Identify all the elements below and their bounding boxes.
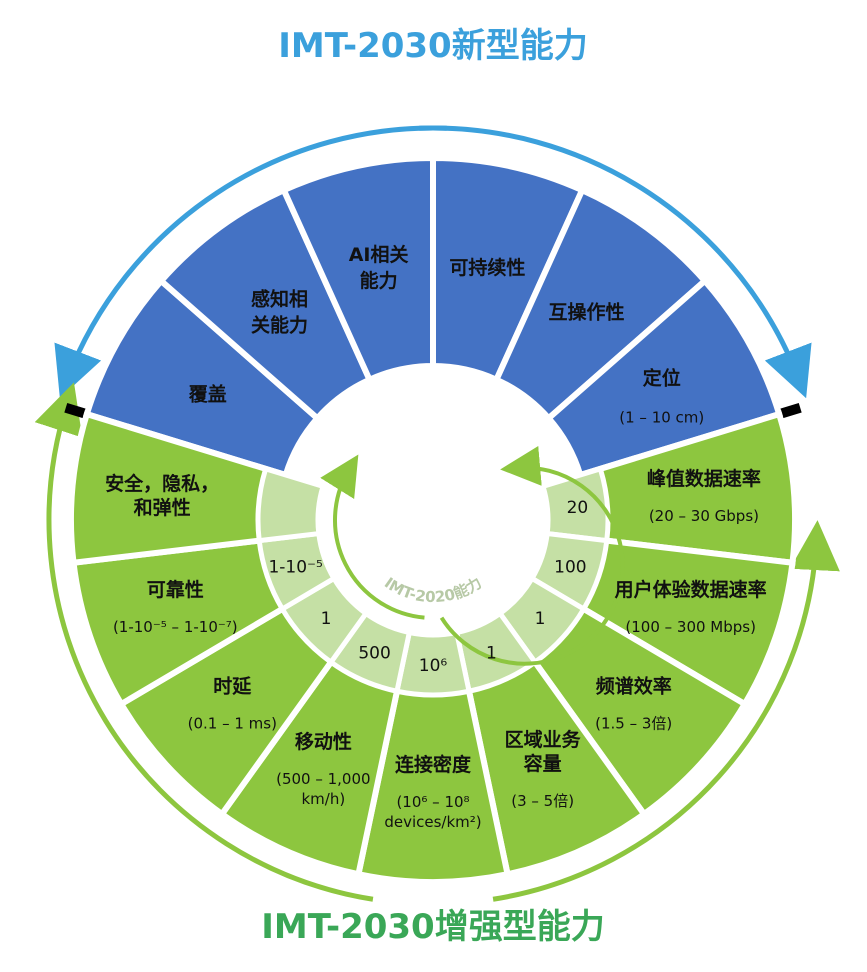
imt2020-value: 1 <box>535 609 546 629</box>
imt2020-value: 100 <box>554 557 586 577</box>
enhanced-capability-label: 频谱效率 <box>596 675 672 698</box>
new-capability-label: 可持续性 <box>449 256 525 279</box>
bottom-arrow-left <box>34 382 374 902</box>
enhanced-capability-value: (1.5 – 3倍) <box>595 715 672 733</box>
enhanced-capability-value: (100 – 300 Mbps) <box>625 618 756 636</box>
enhanced-capability-value: (10⁶ – 10⁸ devices/km²) <box>384 793 481 831</box>
enhanced-capability-label: 峰值数据速率 <box>647 467 761 490</box>
enhanced-capability-label: 区域业务容量 <box>505 728 582 775</box>
enhanced-capability-value: (20 – 30 Gbps) <box>649 507 759 525</box>
enhanced-capability-label: 连接密度 <box>395 753 472 776</box>
enhanced-capability-label: 可靠性 <box>147 578 204 601</box>
new-capability-label: 覆盖 <box>188 382 227 405</box>
top-arrow-right <box>419 125 812 399</box>
new-capability-label: 感知相关能力 <box>251 288 308 337</box>
imt2020-value: 500 <box>358 644 390 664</box>
top-title: IMT-2030新型能力 <box>278 26 587 66</box>
center-disc <box>320 407 546 633</box>
top-arrow-left <box>54 125 447 399</box>
enhanced-capability-value: (0.1 – 1 ms) <box>188 715 277 733</box>
enhanced-capability-value: (1-10⁻⁵ – 1-10⁻⁷) <box>113 618 238 636</box>
bottom-arrow-right <box>492 520 840 902</box>
imt2020-ring-segment <box>255 465 327 544</box>
inner-arrow-right <box>439 446 625 666</box>
enhanced-capability-value: (3 – 5倍) <box>511 792 574 810</box>
imt2020-value: 20 <box>567 498 589 518</box>
new-capability-label: 定位 <box>643 366 681 389</box>
new-capability-label: AI相关能力 <box>349 243 409 292</box>
new-capability-label: 互操作性 <box>548 301 624 324</box>
bottom-title: IMT-2030增强型能力 <box>261 907 604 947</box>
new-capability-value: (1 – 10 cm) <box>619 408 704 426</box>
imt2020-value: 1-10⁻⁵ <box>268 557 322 577</box>
enhanced-capability-label: 安全，隐私，和弹性 <box>105 472 219 519</box>
enhanced-capability-label: 移动性 <box>295 730 352 753</box>
imt2020-value: 10⁶ <box>419 656 448 676</box>
enhanced-capability-label: 时延 <box>213 676 252 698</box>
imt2020-value: 1 <box>321 609 332 629</box>
enhanced-capability-label: 用户体验数据速率 <box>615 578 767 601</box>
enhanced-capability-value: (500 – 1,000 km/h) <box>276 770 370 808</box>
imt2020-value: 1 <box>486 644 497 664</box>
inner-arrow-left <box>320 454 425 620</box>
